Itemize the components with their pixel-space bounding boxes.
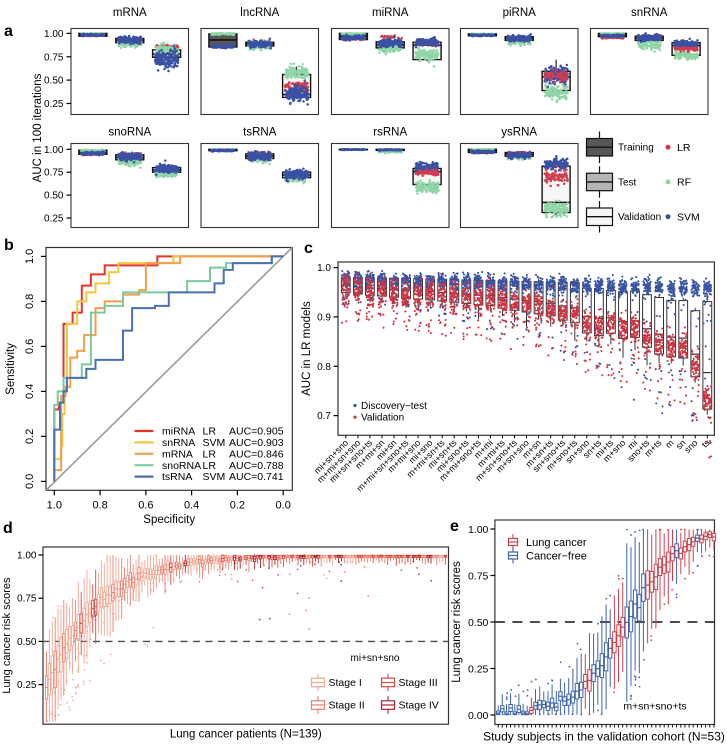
svg-text:1.00: 1.00 — [44, 29, 64, 40]
svg-text:1.0: 1.0 — [24, 249, 36, 264]
svg-text:miRNA: miRNA — [372, 7, 409, 19]
svg-text:tsRNA: tsRNA — [243, 127, 277, 139]
svg-text:0.8: 0.8 — [92, 500, 107, 512]
svg-text:SVM: SVM — [203, 437, 226, 449]
svg-text:Discovery−test: Discovery−test — [361, 401, 427, 412]
svg-text:0.7: 0.7 — [317, 411, 331, 422]
svg-text:0.25: 0.25 — [17, 680, 37, 691]
svg-text:m+sn+sno+ts: m+sn+sno+ts — [623, 701, 686, 713]
svg-text:0.8: 0.8 — [317, 362, 331, 373]
svg-text:SVM: SVM — [677, 211, 700, 223]
svg-text:tsRNA: tsRNA — [162, 471, 192, 483]
svg-text:0.6: 0.6 — [138, 500, 153, 512]
svg-text:Stage III: Stage III — [399, 677, 438, 689]
svg-text:snoRNA: snoRNA — [108, 127, 151, 139]
svg-text:0.50: 0.50 — [17, 637, 37, 648]
svg-text:snoRNA: snoRNA — [162, 460, 201, 472]
svg-text:AUC=0.741: AUC=0.741 — [229, 471, 284, 483]
svg-text:0.50: 0.50 — [44, 76, 64, 87]
svg-text:Training: Training — [618, 143, 654, 154]
svg-text:0.75: 0.75 — [468, 570, 489, 582]
svg-text:miRNA: miRNA — [162, 426, 195, 438]
svg-text:0.50: 0.50 — [468, 617, 489, 629]
svg-text:ysRNA: ysRNA — [501, 127, 537, 139]
svg-text:0.25: 0.25 — [44, 99, 64, 110]
svg-text:Test: Test — [618, 177, 637, 188]
svg-text:e: e — [450, 518, 459, 535]
svg-text:Stage I: Stage I — [329, 677, 362, 689]
svg-text:mRNA: mRNA — [162, 448, 193, 460]
svg-text:0.75: 0.75 — [17, 594, 37, 605]
svg-text:1.0: 1.0 — [47, 500, 62, 512]
svg-text:LR: LR — [203, 426, 217, 438]
svg-text:RF: RF — [677, 177, 691, 189]
svg-text:LR: LR — [203, 448, 217, 460]
svg-text:Sensitivity: Sensitivity — [5, 343, 17, 395]
svg-text:0.0: 0.0 — [24, 474, 36, 489]
svg-text:AUC=0.788: AUC=0.788 — [229, 460, 284, 472]
svg-text:AUC=0.846: AUC=0.846 — [229, 448, 284, 460]
svg-text:Validation: Validation — [361, 413, 404, 424]
svg-text:0.75: 0.75 — [44, 168, 64, 179]
svg-text:snRNA: snRNA — [162, 437, 195, 449]
svg-text:Study subjects in the validati: Study subjects in the validation cohort … — [483, 730, 725, 744]
svg-text:AUC=0.903: AUC=0.903 — [229, 437, 284, 449]
svg-text:1.00: 1.00 — [44, 145, 64, 156]
svg-text:rsRNA: rsRNA — [373, 127, 407, 139]
svg-text:AUC=0.905: AUC=0.905 — [229, 426, 284, 438]
svg-text:Lung cancer: Lung cancer — [526, 537, 587, 549]
svg-text:d: d — [3, 520, 13, 537]
svg-text:LR: LR — [203, 460, 217, 472]
svg-text:1.00: 1.00 — [17, 551, 37, 562]
svg-text:mRNA: mRNA — [113, 7, 147, 19]
svg-text:LR: LR — [677, 142, 691, 154]
svg-text:1.0: 1.0 — [317, 263, 331, 274]
svg-text:b: b — [4, 237, 14, 254]
svg-text:Stage II: Stage II — [329, 700, 365, 712]
svg-text:0.0: 0.0 — [276, 500, 291, 512]
svg-text:SVM: SVM — [203, 471, 226, 483]
svg-text:piRNA: piRNA — [503, 7, 537, 19]
svg-text:AUC in LR models: AUC in LR models — [301, 301, 313, 396]
svg-text:mi+sn+sno: mi+sn+sno — [351, 653, 400, 664]
svg-text:Specificity: Specificity — [143, 514, 195, 526]
svg-text:1.00: 1.00 — [468, 524, 489, 536]
svg-text:0.8: 0.8 — [24, 294, 36, 309]
svg-text:0.4: 0.4 — [24, 384, 36, 399]
svg-text:0.2: 0.2 — [230, 500, 245, 512]
svg-text:0.9: 0.9 — [317, 312, 331, 323]
svg-text:Stage IV: Stage IV — [399, 700, 439, 712]
svg-text:lncRNA: lncRNA — [240, 7, 279, 19]
svg-text:0.50: 0.50 — [44, 191, 64, 202]
svg-text:0.6: 0.6 — [24, 339, 36, 354]
svg-text:AUC in 100 iterations: AUC in 100 iterations — [32, 73, 44, 182]
svg-text:Validation: Validation — [618, 212, 661, 223]
svg-text:0.2: 0.2 — [24, 429, 36, 444]
svg-text:c: c — [304, 240, 313, 257]
svg-text:0.25: 0.25 — [44, 214, 64, 225]
svg-text:Lung cancer patients (N=139): Lung cancer patients (N=139) — [170, 729, 322, 741]
svg-text:0.4: 0.4 — [184, 500, 199, 512]
svg-text:Lung cancer risk scores: Lung cancer risk scores — [451, 561, 463, 683]
svg-text:0.00: 0.00 — [468, 710, 489, 722]
svg-text:Lung cancer risk scores: Lung cancer risk scores — [1, 577, 13, 694]
svg-text:0.75: 0.75 — [44, 52, 64, 63]
svg-text:snRNA: snRNA — [631, 7, 668, 19]
svg-text:Cancer−free: Cancer−free — [526, 551, 587, 563]
svg-text:0.25: 0.25 — [468, 663, 489, 675]
svg-text:a: a — [4, 23, 13, 40]
